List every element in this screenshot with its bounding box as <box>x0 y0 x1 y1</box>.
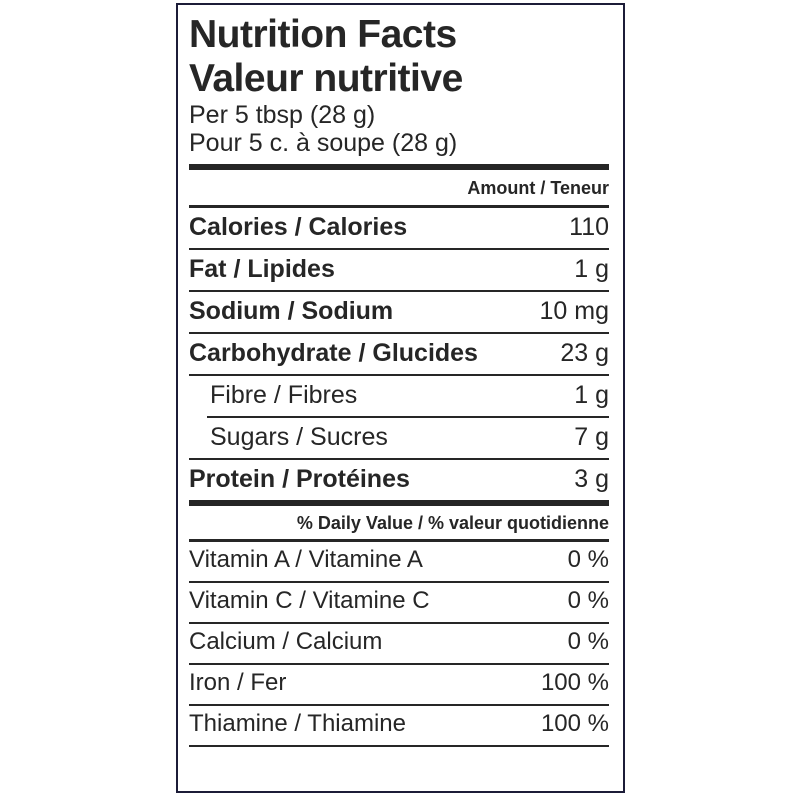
nutrient-value: 23 g <box>560 339 609 367</box>
nutrient-value: 0 % <box>567 628 609 655</box>
nutrient-row-sugars: Sugars / Sucres 7 g <box>189 416 609 458</box>
nutrient-name: Sugars / Sucres <box>210 423 388 451</box>
nutrient-value: 10 mg <box>539 297 609 325</box>
nutrient-name: Thiamine / Thiamine <box>189 710 406 737</box>
nutrient-row-protein: Protein / Protéines 3 g <box>189 458 609 500</box>
nutrient-value: 3 g <box>574 465 609 493</box>
nutrient-row-carbohydrate: Carbohydrate / Glucides 23 g <box>189 332 609 374</box>
title-french: Valeur nutritive <box>189 57 463 100</box>
daily-value-row-thiamine: Thiamine / Thiamine 100 % <box>189 704 609 747</box>
serving-size-french: Pour 5 c. à soupe (28 g) <box>189 129 458 157</box>
nutrient-value: 1 g <box>574 255 609 283</box>
nutrient-name: Calories / Calories <box>189 213 408 241</box>
amount-column-header: Amount / Teneur <box>467 178 609 198</box>
daily-value-row-vitamin-a: Vitamin A / Vitamine A 0 % <box>189 539 609 581</box>
title-english: Nutrition Facts <box>189 13 457 56</box>
nutrient-value: 0 % <box>567 546 609 573</box>
nutrient-name: Vitamin A / Vitamine A <box>189 546 423 573</box>
serving-size-english: Per 5 tbsp (28 g) <box>189 101 376 129</box>
nutrient-value: 100 % <box>540 710 609 737</box>
nutrition-facts-label: Nutrition Facts Valeur nutritive Per 5 t… <box>176 3 625 793</box>
nutrient-name: Iron / Fer <box>189 669 287 696</box>
daily-value-row-vitamin-c: Vitamin C / Vitamine C 0 % <box>189 581 609 622</box>
nutrient-name: Sodium / Sodium <box>189 297 394 325</box>
nutrient-name: Carbohydrate / Glucides <box>189 339 478 367</box>
nutrient-name: Fibre / Fibres <box>210 381 358 409</box>
nutrient-value: 100 % <box>540 669 609 696</box>
nutrient-row-sodium: Sodium / Sodium 10 mg <box>189 290 609 332</box>
daily-value-row-iron: Iron / Fer 100 % <box>189 663 609 704</box>
nutrient-name: Fat / Lipides <box>189 255 335 283</box>
daily-value-column-header: % Daily Value / % valeur quotidienne <box>296 513 609 533</box>
thick-divider-top <box>189 164 609 170</box>
nutrient-value: 7 g <box>574 423 609 451</box>
nutrient-name: Vitamin C / Vitamine C <box>189 587 430 614</box>
nutrient-name: Protein / Protéines <box>189 465 410 493</box>
nutrient-row-fibre: Fibre / Fibres 1 g <box>189 374 609 416</box>
daily-value-row-calcium: Calcium / Calcium 0 % <box>189 622 609 663</box>
nutrient-value: 110 <box>569 213 609 241</box>
nutrient-name: Calcium / Calcium <box>189 628 383 655</box>
thick-divider-middle <box>189 500 609 506</box>
nutrient-value: 0 % <box>567 587 609 614</box>
nutrient-row-fat: Fat / Lipides 1 g <box>189 248 609 290</box>
nutrient-value: 1 g <box>574 381 609 409</box>
nutrient-row-calories: Calories / Calories 110 <box>189 205 609 248</box>
